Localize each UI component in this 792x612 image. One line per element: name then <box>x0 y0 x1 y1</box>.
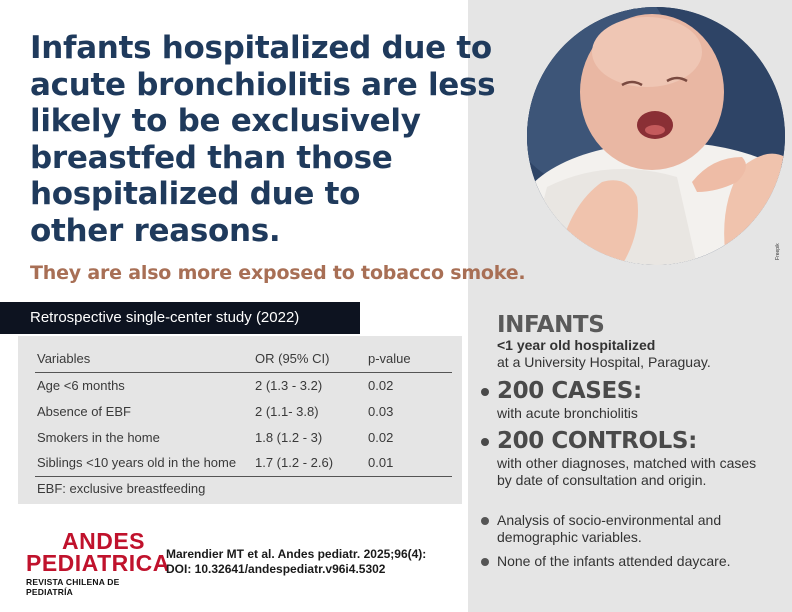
journal-logo: ANDES PEDIATRICA REVISTA CHILENA DE PEDI… <box>26 528 170 598</box>
logo-subtitle: REVISTA CHILENA DE PEDIATRÍA <box>26 577 120 597</box>
bullet-dot-icon <box>481 517 489 525</box>
table-footnote: EBF: exclusive breastfeeding <box>37 481 206 496</box>
cases-title: 200 CASES: <box>497 378 642 404</box>
bullet-text: Analysis of socio-environmental and demo… <box>497 512 722 545</box>
cell-or: 1.7 (1.2 - 2.6) <box>253 450 366 477</box>
bullet-item: None of the infants attended daycare. <box>481 553 771 570</box>
headline-line: acute bronchiolitis are less <box>30 66 496 103</box>
headline-line: Infants hospitalized due to <box>30 30 492 66</box>
cell-variable: Age <6 months <box>37 377 125 393</box>
cases-description: with acute bronchiolitis <box>497 405 638 421</box>
cell-or: 2 (1.3 - 3.2) <box>255 377 323 393</box>
table-row: Absence of EBF 2 (1.1- 3.8) 0.03 <box>35 398 452 424</box>
controls-heading: 200 CONTROLS: <box>481 428 697 454</box>
cell-pvalue: 0.02 <box>368 429 394 445</box>
citation-doi: DOI: 10.32641/andespediatr.v96i4.5302 <box>166 562 386 576</box>
cell-variable: Smokers in the home <box>37 429 160 445</box>
column-header-or: OR (95% CI) <box>253 346 366 373</box>
cell-or: 2 (1.1- 3.8) <box>255 403 319 419</box>
study-banner: Retrospective single-center study (2022) <box>0 302 360 334</box>
results-table-panel: Variables OR (95% CI) p-value Age <6 mon… <box>18 336 462 504</box>
table-row: Smokers in the home 1.8 (1.2 - 3) 0.02 <box>35 424 452 450</box>
photo-credit: Freepik <box>775 243 781 260</box>
cell-pvalue: 0.03 <box>368 403 394 419</box>
infant-tongue <box>645 125 665 135</box>
headline-line: breastfed than those <box>30 139 393 176</box>
cases-heading: 200 CASES: <box>481 378 642 404</box>
logo-line-andes: ANDES <box>62 528 146 554</box>
infant-forehead <box>592 17 702 87</box>
controls-title: 200 CONTROLS: <box>497 428 697 454</box>
table-header-row: Variables OR (95% CI) p-value <box>35 346 452 373</box>
infant-eye-right <box>666 76 688 83</box>
headline-line: likely to be exclusively <box>30 103 421 139</box>
bullet-dot-icon <box>481 437 489 446</box>
cell-variable: Siblings <10 years old in the home <box>35 450 253 477</box>
citation-line: Marendier MT et al. Andes pediatr. 2025;… <box>166 547 427 561</box>
column-header-variables: Variables <box>35 346 253 373</box>
table-row: Age <6 months 2 (1.3 - 3.2) 0.02 <box>35 372 452 398</box>
cell-pvalue: 0.02 <box>368 377 394 393</box>
bullet-dot-icon <box>481 558 489 566</box>
infant-eye-left <box>621 80 643 87</box>
photo-illustration <box>527 7 785 265</box>
column-header-pvalue: p-value <box>366 346 452 373</box>
headline: Infants hospitalized due to acute bronch… <box>30 30 550 249</box>
bullet-dot-icon <box>481 387 489 396</box>
controls-description: with other diagnoses, matched with cases… <box>497 455 757 488</box>
adult-fingers <box>692 157 746 192</box>
headline-line: other reasons. <box>30 212 281 249</box>
bullet-text: None of the infants attended daycare. <box>497 553 731 569</box>
logo-line-pediatrica: PEDIATRICA <box>26 550 170 576</box>
subheadline: They are also more exposed to tobacco sm… <box>30 262 526 284</box>
infants-age: <1 year old hospitalized <box>497 337 656 353</box>
results-table: Variables OR (95% CI) p-value Age <6 mon… <box>35 346 452 477</box>
bullet-item: Analysis of socio-environmental and demo… <box>481 512 771 546</box>
cell-pvalue: 0.01 <box>366 450 452 477</box>
infants-location: at a University Hospital, Paraguay. <box>497 354 711 370</box>
headline-line: hospitalized due to <box>30 176 361 212</box>
cell-variable: Absence of EBF <box>37 403 131 419</box>
table-row: Siblings <10 years old in the home 1.7 (… <box>35 450 452 477</box>
crying-infant-photo <box>527 7 785 265</box>
citation: Marendier MT et al. Andes pediatr. 2025;… <box>166 547 426 577</box>
infants-title: INFANTS <box>497 312 605 338</box>
cell-or: 1.8 (1.2 - 3) <box>255 429 323 445</box>
